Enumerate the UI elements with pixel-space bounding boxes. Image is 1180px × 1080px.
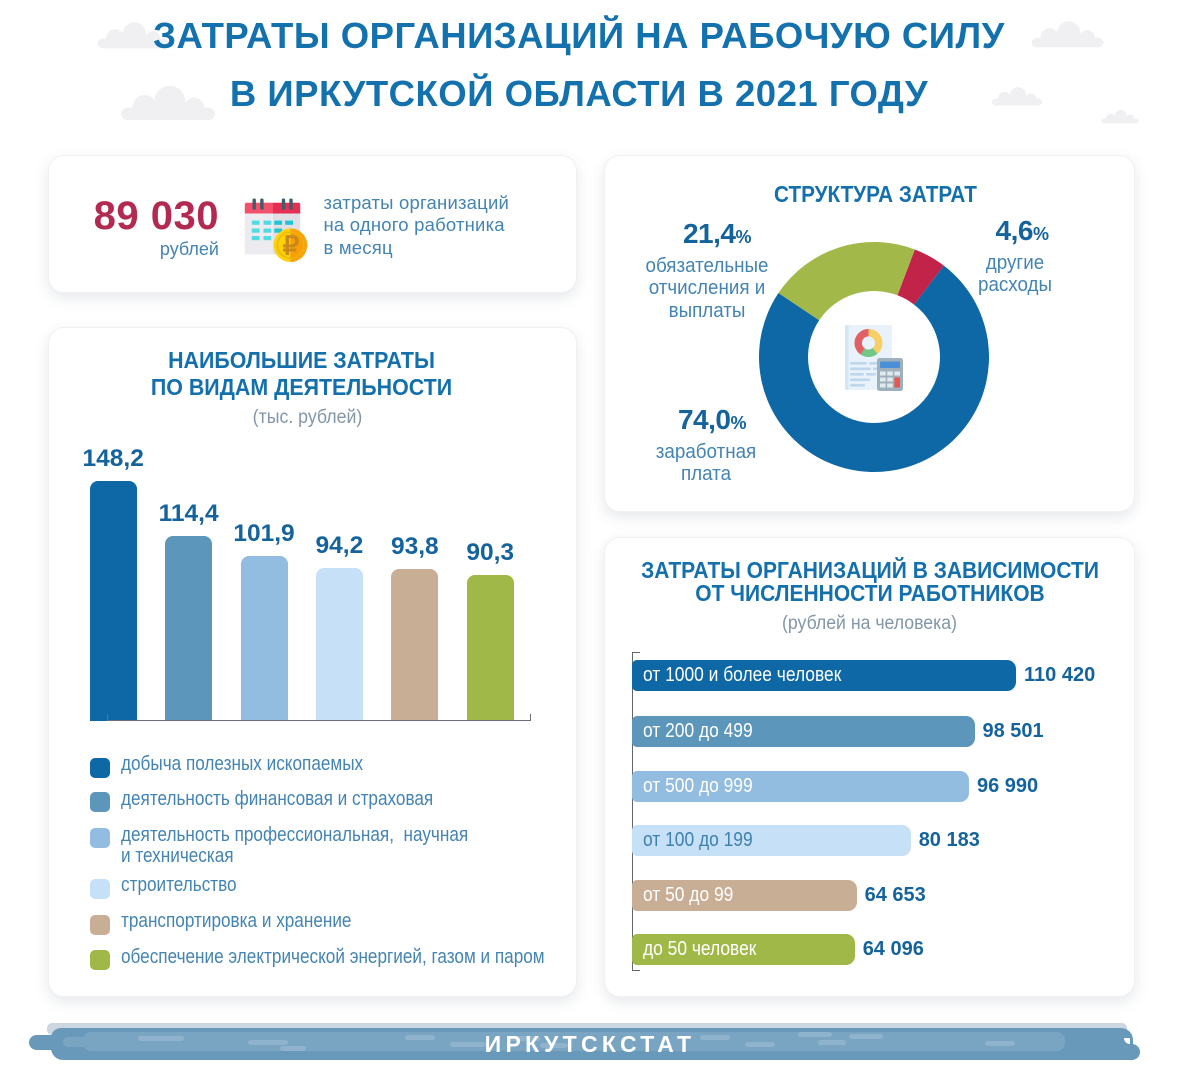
svg-text:₽: ₽ [283, 231, 300, 261]
